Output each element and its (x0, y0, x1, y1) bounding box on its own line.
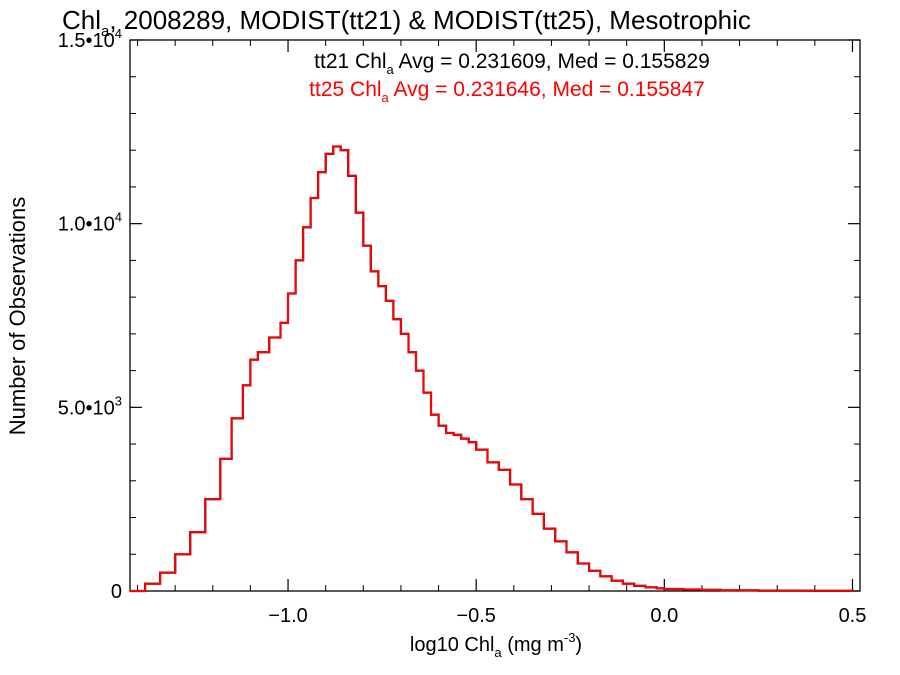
x-tick-label-1: −0.5 (456, 605, 495, 627)
y-tick-label-0: 0 (111, 581, 122, 603)
y-axis-ticks: 0 5.0•103 1.0•104 1.5•104 (58, 26, 860, 603)
chart-title: Chla, 2008289, MODIST(tt21) & MODIST(tt2… (62, 5, 751, 40)
annotation-tt25: tt25 Chla Avg = 0.231646, Med = 0.155847 (309, 78, 705, 105)
y-axis-label: Number of Observations (5, 197, 30, 435)
x-tick-label-2: 0.0 (650, 605, 678, 627)
y-tick-label-2: 1.0•104 (58, 210, 122, 236)
series-line-1 (130, 145, 854, 592)
series-layer (130, 145, 854, 593)
x-axis-ticks: −1.0 −0.5 0.0 0.5 (137, 40, 867, 627)
plot-frame (129, 39, 861, 592)
annotation-tt21: tt21 Chla Avg = 0.231609, Med = 0.155829 (314, 50, 710, 77)
y-tick-label-3: 1.5•104 (58, 26, 122, 52)
y-tick-label-1: 5.0•103 (58, 393, 122, 419)
x-tick-label-0: −1.0 (268, 605, 307, 627)
x-tick-label-3: 0.5 (839, 605, 867, 627)
series-line-0 (130, 145, 854, 593)
x-axis-label: log10 Chla (mg m-3) (410, 630, 582, 660)
